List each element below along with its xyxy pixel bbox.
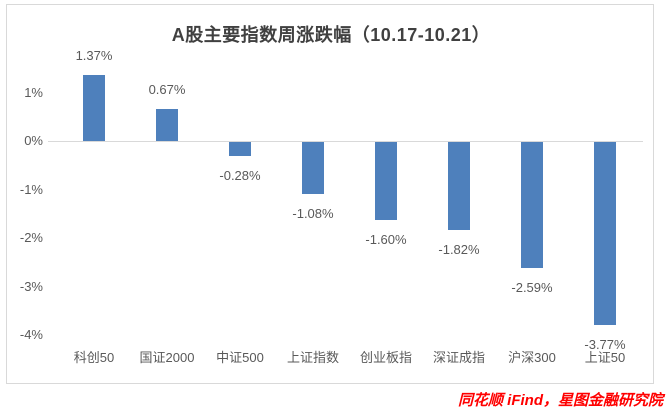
category-label: 深证成指 [432, 350, 485, 365]
category-label: 国证2000 [139, 350, 195, 365]
category-label: 科创50 [73, 350, 115, 365]
value-label: -2.59% [511, 279, 553, 295]
category-label: 创业板指 [359, 350, 412, 365]
category-label: 沪深300 [508, 350, 556, 365]
bar [83, 74, 105, 141]
y-tick-label: -2% [19, 230, 43, 245]
chart-frame [6, 4, 654, 384]
value-label: -1.82% [438, 242, 480, 258]
value-label: -1.60% [365, 231, 407, 247]
y-tick-label: -1% [19, 181, 43, 197]
bar [594, 142, 616, 325]
category-label: 上证50 [584, 350, 626, 365]
x-axis-line [48, 141, 643, 142]
bar [521, 142, 543, 268]
y-tick-label: -4% [19, 327, 43, 342]
bar [375, 142, 397, 220]
y-tick-label: 1% [24, 84, 43, 100]
bar [448, 142, 470, 231]
value-label: -0.28% [219, 167, 261, 183]
bar [156, 108, 178, 141]
y-tick-label: -3% [19, 278, 43, 294]
source-watermark: 同花顺 iFind，星图金融研究院 [458, 392, 663, 409]
value-label: -3.77% [584, 336, 626, 352]
y-tick-label: 0% [24, 133, 43, 148]
chart-title: A股主要指数周涨跌幅（10.17-10.21） [171, 25, 491, 45]
value-label: -1.08% [292, 206, 334, 222]
category-label: 中证500 [216, 350, 264, 365]
category-label: 上证指数 [286, 350, 339, 365]
value-label: 1.37% [75, 47, 113, 63]
bar [302, 142, 324, 195]
bar [229, 142, 251, 156]
value-label: 0.67% [148, 81, 186, 97]
